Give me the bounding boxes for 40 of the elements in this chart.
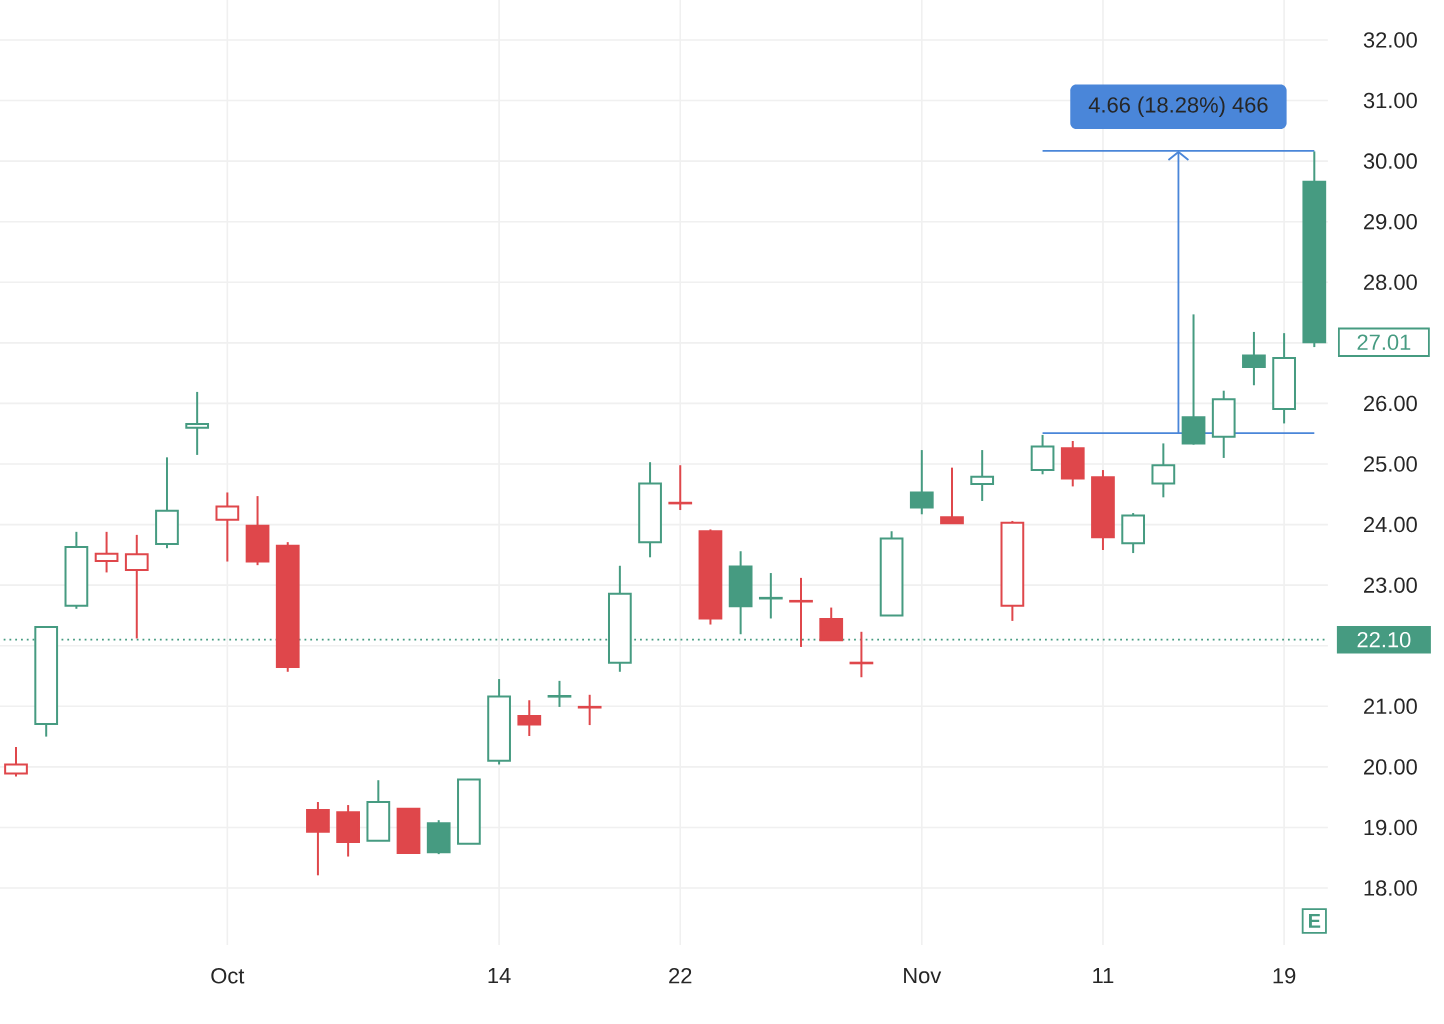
candlestick (909, 449, 934, 516)
x-tick-label: 19 (1273, 968, 1296, 984)
candlestick (970, 449, 995, 502)
candlestick (124, 533, 149, 640)
candlestick (185, 390, 210, 456)
x-tick-label: 14 (488, 968, 511, 984)
y-tick-label: 32.00 (1363, 32, 1417, 48)
candlestick (306, 801, 330, 877)
y-tick-label: 18.00 (1364, 880, 1417, 896)
y-tick-label: 23.00 (1364, 577, 1417, 593)
x-tick-label: Nov (904, 968, 942, 984)
candlestick (1030, 433, 1055, 476)
y-tick-label: 19.00 (1364, 819, 1417, 836)
candlestick (517, 699, 542, 737)
y-tick-label: 28.00 (1364, 274, 1417, 291)
annotation: E (1309, 914, 1321, 928)
y-tick-label: 24.00 (1364, 516, 1417, 533)
candlestick (547, 679, 572, 708)
ref-line-label: 22.10 (1357, 631, 1411, 648)
text: 27.01 (1357, 334, 1411, 350)
y-tick-label: 31.00 (1363, 92, 1417, 109)
candlestick (1151, 442, 1176, 499)
x-tick-label: Oct (211, 968, 245, 984)
annotation: 4.66 (18.28%) 466 (1088, 96, 1268, 118)
y-tick-label: 20.00 (1364, 759, 1417, 775)
candlestick (4, 745, 28, 778)
y-tick-label: 30.00 (1363, 153, 1417, 169)
y-tick-label: 26.00 (1364, 395, 1417, 412)
candlestick (789, 576, 813, 648)
candlestick (577, 693, 602, 727)
candlestick (1242, 330, 1266, 387)
y-tick-label: 25.00 (1364, 456, 1417, 472)
x-tick-label: 11 (1093, 968, 1114, 984)
candlestick (215, 491, 240, 563)
candlestick (819, 606, 844, 642)
y-tick-label: 21.00 (1364, 698, 1417, 715)
y-tick-label: 29.00 (1364, 213, 1417, 230)
candlestick (94, 530, 119, 574)
candlestick (940, 466, 964, 525)
x-tick-label: 22 (669, 968, 692, 984)
